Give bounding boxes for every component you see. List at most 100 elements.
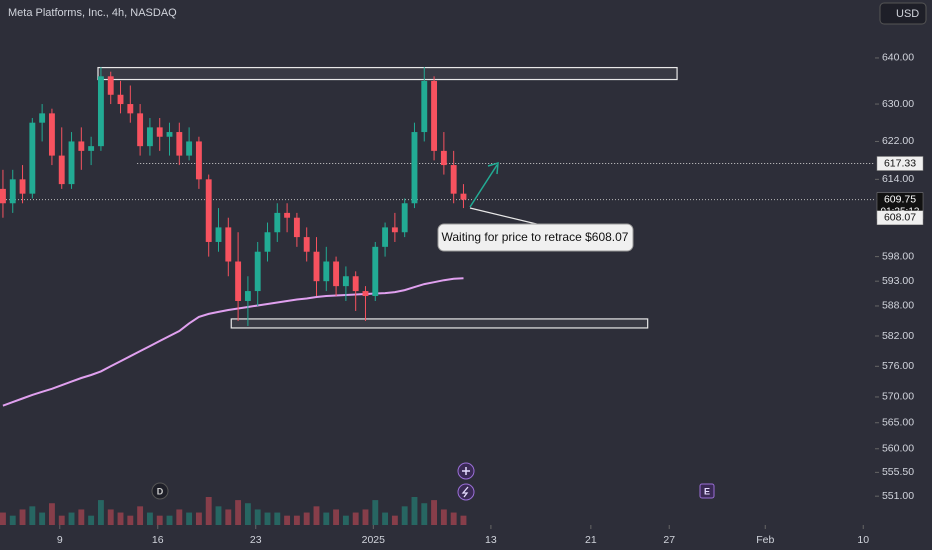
volume-bar [235, 500, 242, 525]
volume-bar [88, 515, 95, 525]
candle-body [401, 203, 408, 233]
y-tick-label: 640.00 [882, 52, 914, 64]
volume-bar [323, 512, 330, 525]
volume-bar [107, 509, 114, 525]
zone [230, 318, 649, 329]
x-tick-label: 21 [585, 534, 597, 546]
y-tick-label: 555.50 [882, 466, 914, 478]
candle-body [293, 217, 300, 238]
candle-body [156, 127, 163, 137]
candle-body [342, 276, 349, 287]
volume-bar [440, 509, 447, 525]
volume-bar [127, 515, 134, 525]
candle-body [411, 132, 418, 204]
volume-bar [421, 503, 428, 525]
projection-arrow [469, 161, 499, 208]
volume-bar [195, 512, 202, 525]
y-tick-label: 565.00 [882, 417, 914, 429]
volume-bar [176, 509, 183, 525]
volume-bar [29, 506, 36, 525]
zone [97, 66, 678, 81]
y-tick-label: 570.00 [882, 391, 914, 403]
callout-box [437, 223, 634, 252]
volume-bar [372, 500, 379, 525]
target-box [876, 210, 924, 225]
volume-bar [156, 515, 163, 525]
volume-bar [97, 500, 104, 525]
candle-body [323, 261, 330, 282]
y-tick-label: 560.00 [882, 443, 914, 455]
x-tick-label: Feb [756, 534, 774, 546]
volume-bar [450, 512, 457, 525]
resistance-box [876, 156, 924, 171]
candle-body [372, 246, 379, 297]
volume-bar [244, 503, 251, 525]
candle-body [19, 179, 26, 194]
candle-body [146, 127, 153, 147]
candle-body [39, 113, 46, 123]
candle-body [48, 113, 55, 156]
candle-body [460, 193, 467, 200]
x-tick-label: 16 [152, 534, 164, 546]
volume-bar [352, 512, 359, 525]
x-tick-label: 13 [485, 534, 497, 546]
volume-bar [313, 506, 320, 525]
target-label: 608.07 [884, 212, 916, 224]
volume-bar [117, 512, 124, 525]
resistance-label: 617.33 [884, 157, 916, 169]
y-tick-label: 551.00 [882, 490, 914, 502]
y-tick-label: 598.00 [882, 250, 914, 262]
event-label: D [157, 486, 164, 496]
event-label: E [704, 486, 710, 496]
volume-bar [9, 515, 16, 525]
candle-body [117, 94, 124, 105]
x-tick-label: 9 [57, 534, 63, 546]
volume-bar [274, 512, 281, 525]
currency-button[interactable] [879, 2, 927, 25]
volume-bar [460, 515, 467, 525]
volume-bar [205, 497, 212, 525]
y-tick-label: 576.00 [882, 360, 914, 372]
volume-bar [19, 509, 26, 525]
candle-body [205, 179, 212, 242]
callout-pointer [469, 207, 546, 227]
x-tick-label: 27 [663, 534, 675, 546]
chart-title: Meta Platforms, Inc., 4h, NASDAQ [8, 7, 177, 19]
volume-bar [391, 515, 398, 525]
candle-body [244, 291, 251, 301]
last-price-label: 609.75 [884, 193, 916, 205]
y-tick-label: 593.00 [882, 275, 914, 287]
event-icon [457, 483, 475, 501]
candle-body [225, 227, 232, 262]
candle-body [68, 141, 75, 185]
volume-bar [431, 500, 438, 525]
y-tick-label: 588.00 [882, 300, 914, 312]
volume-bar [382, 512, 389, 525]
y-tick-label: 630.00 [882, 98, 914, 110]
candle-body [274, 212, 281, 233]
y-tick-label: 582.00 [882, 330, 914, 342]
candle-body [58, 155, 65, 185]
candle-body [29, 122, 36, 194]
volume-bar [39, 512, 46, 525]
volume-bar [186, 512, 193, 525]
candle-body [440, 150, 447, 166]
candle-body [9, 179, 16, 204]
candle-body [166, 132, 173, 137]
candle-body [333, 261, 340, 287]
volume-bar [264, 512, 271, 525]
volume-bar [225, 509, 232, 525]
volume-bar [58, 515, 65, 525]
volume-bar [137, 506, 144, 525]
plot-area: 640.00 630.00 622.00 614.00 598.00 593.00 588.… [0, 52, 914, 546]
candle-body [284, 212, 291, 218]
candle-body [176, 132, 183, 156]
volume-bar [48, 503, 55, 525]
candle-body [235, 261, 242, 301]
candle-body [78, 141, 85, 151]
volume-bar [254, 509, 261, 525]
volume-bar [166, 515, 173, 525]
y-tick-label: 614.00 [882, 173, 914, 185]
